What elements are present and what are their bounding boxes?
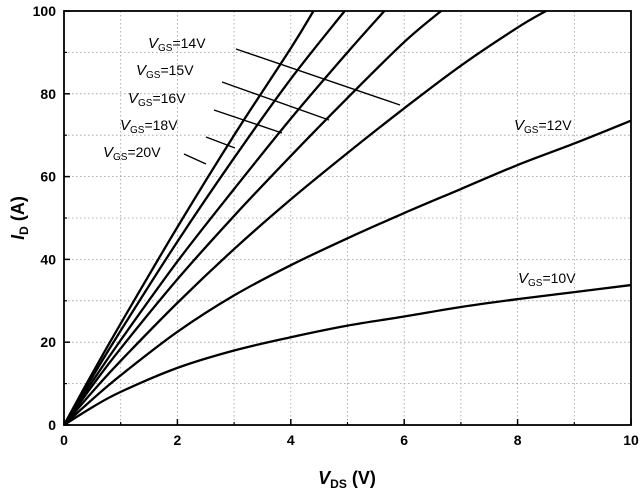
label-leader-line <box>183 153 207 165</box>
label-leader-line <box>235 48 401 106</box>
series-line-0 <box>63 283 632 426</box>
series-label-4: VGS=16V <box>128 90 186 109</box>
label-leader-line <box>213 109 283 134</box>
series-line-4 <box>63 10 386 426</box>
x-tick-label: 10 <box>623 432 639 448</box>
series-line-5 <box>63 10 346 426</box>
y-tick-label: 80 <box>40 86 56 102</box>
series-labels: VGS=10V VGS=12V VGS=14V VGS=15V VGS=16V VGS=1… <box>103 35 576 289</box>
series-label-6: VGS=20V <box>103 144 161 163</box>
series-label-3: VGS=15V <box>136 62 194 81</box>
series-line-6 <box>62 10 315 426</box>
series-label-0: VGS=10V <box>518 270 576 289</box>
series-line-3 <box>63 10 442 426</box>
x-tick-label: 0 <box>60 432 68 448</box>
x-tick-label: 2 <box>174 432 182 448</box>
x-axis-title: VDS (V) <box>318 468 376 491</box>
series-line-1 <box>63 119 632 426</box>
x-tick-label: 6 <box>400 432 408 448</box>
series-label-2: VGS=14V <box>148 35 206 54</box>
y-tick-label: 40 <box>40 251 56 267</box>
label-leader-line <box>221 81 330 121</box>
series-label-5: VGS=18V <box>120 117 178 136</box>
x-tick-label: 4 <box>287 432 295 448</box>
y-tick-label: 60 <box>40 169 56 185</box>
series-line-2 <box>63 10 547 426</box>
y-tick-label: 100 <box>33 3 57 19</box>
y-tick-label: 0 <box>48 417 56 433</box>
series-label-1: VGS=12V <box>514 117 572 136</box>
y-tick-label: 20 <box>40 334 56 350</box>
label-leader-line <box>205 136 236 149</box>
x-tick-label: 8 <box>514 432 522 448</box>
curves <box>62 10 632 426</box>
y-axis-title: ID (A) <box>8 196 31 240</box>
